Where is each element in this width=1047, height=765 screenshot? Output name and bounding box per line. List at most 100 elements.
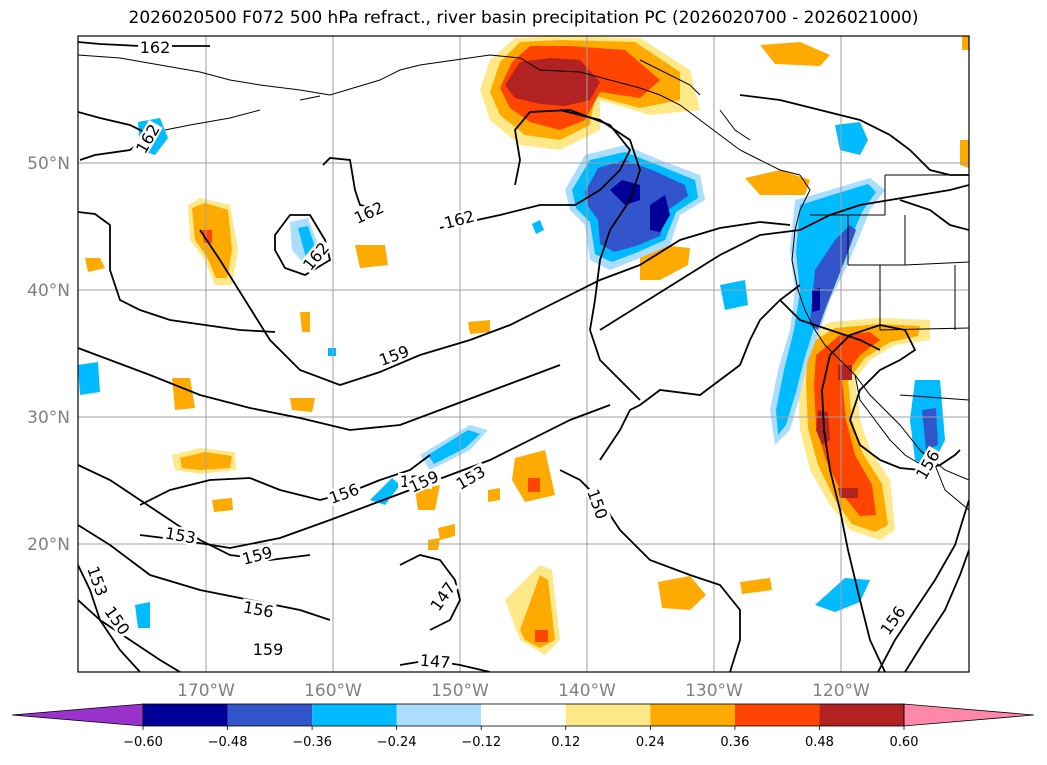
contour-label-bg [451, 461, 490, 493]
contour-east-arc [821, 354, 886, 672]
map-frame [77, 35, 970, 673]
contour-label-bg [162, 524, 199, 546]
colorbar-label: −0.60 [123, 735, 163, 750]
contour-label-bg [440, 206, 478, 232]
fill-small-18 [740, 578, 772, 594]
lat-tick-label: 50°N [27, 154, 70, 174]
lat-tick-label: 30°N [27, 408, 70, 428]
fill-small-17 [658, 576, 706, 610]
contour-159-east [904, 549, 969, 672]
colorbar-extend-high [903, 703, 1035, 727]
latitude-labels: 50°N 40°N 30°N 20°N [27, 154, 70, 555]
map-layers: 1621621621621621591591591591591561561561… [78, 36, 969, 672]
colorbar-label: −0.24 [377, 735, 417, 750]
fill-northwest-us-cyan [776, 184, 876, 435]
lon-tick-label: 160°W [304, 681, 362, 701]
fill-small-neg-2 [78, 362, 100, 395]
contour-159-trough [78, 347, 561, 431]
graticule [78, 36, 969, 672]
contour-label-bg [876, 601, 909, 639]
fill-small-neg-3b [428, 430, 480, 464]
contour-162-mid [274, 214, 332, 276]
fill-bc-blob [835, 122, 868, 155]
fill-small-4 [290, 398, 315, 412]
contour-upper-east [559, 109, 641, 401]
colorbar-swatch [819, 704, 904, 726]
fill-california-red [814, 332, 880, 516]
fill-small-neg-7 [135, 602, 150, 628]
contour-156-a [139, 454, 431, 506]
coast-states [847, 175, 956, 330]
colorbar-swatch [734, 704, 820, 726]
contour-label: 147 [419, 651, 451, 673]
fill-small-11 [745, 170, 810, 195]
contour-label-bg [404, 466, 443, 496]
colorbar: −0.60 −0.48 −0.36 −0.24 −0.12 0.12 0.24 0.36 0.4… [11, 703, 1035, 750]
fill-small-7 [300, 312, 310, 332]
colorbar-label: 0.60 [890, 735, 919, 750]
colorbar-swatch [396, 704, 482, 726]
contour-label-bg [584, 485, 612, 523]
height-contours [78, 41, 969, 672]
contour-label: 162 [140, 38, 171, 57]
lon-tick-label: 150°W [431, 681, 489, 701]
colorbar-label: −0.36 [292, 735, 332, 750]
fill-small-neg-4 [370, 478, 400, 505]
contour-label-bg [375, 341, 413, 369]
fill-small-19b [520, 575, 555, 648]
contour-147-a [399, 554, 461, 631]
lon-tick-label: 130°W [685, 681, 743, 701]
colorbar-frame [142, 703, 905, 727]
colorbar-label: 0.24 [636, 735, 665, 750]
contour-label-bg [251, 641, 285, 657]
colorbar-label: 0.12 [551, 735, 580, 750]
contour-label-bg [240, 598, 277, 620]
contour-label-bg [426, 577, 459, 615]
colorbar-swatch [312, 704, 397, 726]
colorbar-swatch [143, 704, 228, 726]
fill-northwest-us-navy [812, 288, 820, 312]
contour-inner-low [779, 299, 881, 351]
contour-label-bg [101, 601, 134, 639]
fill-small-16 [488, 488, 500, 502]
chart-title: 2026020500 F072 500 hPa refract., river … [128, 8, 919, 28]
contour-label-bg [84, 562, 112, 600]
lon-tick-label: 140°W [558, 681, 616, 701]
fill-170w-red [202, 230, 212, 243]
colorbar-label: 0.48 [805, 735, 834, 750]
fill-small-2 [355, 245, 388, 268]
contour-label-bg [417, 651, 453, 671]
contour-label: 159 [253, 640, 284, 659]
contour-159-ridge [199, 221, 791, 386]
contour-162-gulf [439, 109, 632, 229]
lat-tick-label: 20°N [27, 535, 70, 555]
contour-153-b [139, 404, 611, 549]
fill-small-neg-10 [328, 348, 336, 356]
fill-gulf-of-alaska-dark [505, 58, 600, 106]
fill-small-20 [960, 140, 969, 168]
negative-anomaly-fills [78, 118, 945, 628]
contour-label-bg [911, 445, 943, 484]
positive-anomaly-fills [85, 36, 969, 655]
contour-label-bg [238, 542, 276, 568]
contour-150-b [78, 599, 181, 672]
fill-small-10 [760, 42, 830, 66]
contour-153-c [599, 284, 801, 461]
fill-small-8 [468, 320, 490, 334]
fill-offshore-low-navy [610, 180, 670, 232]
colorbar-extend-low [11, 703, 144, 727]
fill-small-neg-5 [720, 280, 748, 310]
colorbar-swatch [481, 704, 566, 726]
colorbar-label: −0.12 [461, 735, 501, 750]
contour-159-long [78, 211, 276, 333]
fill-small-neg-9 [532, 220, 544, 234]
coast-alaska-islands [164, 59, 751, 141]
contour-north-east [739, 94, 969, 176]
fill-small-1 [85, 258, 105, 272]
colorbar-swatch [227, 704, 313, 726]
colorbar-swatch [650, 704, 735, 726]
lon-tick-label: 120°W [812, 681, 870, 701]
colorbar-swatch [565, 704, 651, 726]
fill-northwest-us-blue [810, 225, 856, 330]
coast-alaska [78, 54, 801, 176]
